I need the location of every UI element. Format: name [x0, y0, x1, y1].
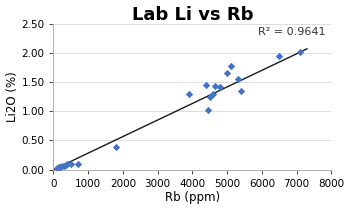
Text: R² = 0.9641: R² = 0.9641	[258, 27, 326, 37]
Point	[235, 77, 240, 80]
Point	[61, 164, 67, 167]
Title: Lab Li vs Rb: Lab Li vs Rb	[132, 5, 253, 24]
Point	[212, 84, 218, 87]
Point	[75, 162, 80, 165]
Point	[186, 93, 192, 96]
Point	[224, 72, 230, 75]
Point	[297, 50, 303, 53]
Y-axis label: Li2O (%): Li2O (%)	[6, 71, 19, 122]
Point	[63, 163, 69, 167]
Point	[205, 108, 211, 112]
Point	[113, 146, 119, 149]
Point	[210, 92, 216, 95]
Point	[68, 162, 74, 165]
Point	[228, 64, 233, 67]
X-axis label: Rb (ppm): Rb (ppm)	[165, 192, 220, 205]
Point	[60, 164, 65, 168]
Point	[58, 165, 63, 168]
Point	[207, 95, 212, 98]
Point	[204, 83, 209, 87]
Point	[54, 167, 60, 170]
Point	[276, 54, 282, 58]
Point	[65, 163, 70, 166]
Point	[217, 85, 223, 88]
Point	[238, 89, 244, 93]
Point	[56, 166, 62, 169]
